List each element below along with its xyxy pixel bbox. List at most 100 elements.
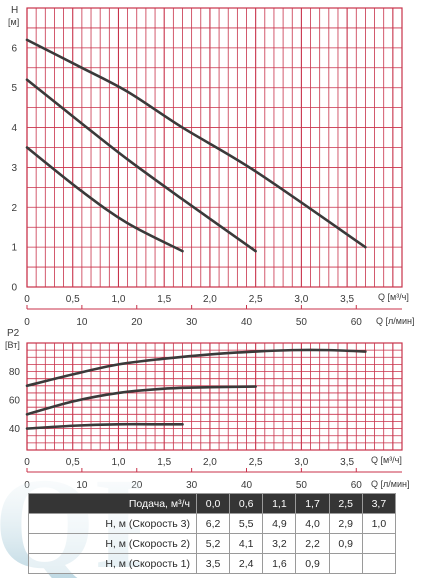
x-tick-label: 2,5 xyxy=(249,294,263,305)
power-chart: 0 0,5 1,0 1,5 2,0 2,5 3,0 3,5 0 10 20 30 40 50 60 40 6… xyxy=(5,328,409,491)
flow-value: 3,7 xyxy=(361,493,397,514)
pump-data-table: Подача, м³/ч 0,0 0,6 1,1 1,7 2,5 3,7 Н, … xyxy=(28,493,397,574)
flow-value: 2,5 xyxy=(328,493,363,514)
x-tick-label: 2,5 xyxy=(249,457,263,468)
y-tick-label: 2 xyxy=(11,203,17,214)
head-chart-curves xyxy=(25,38,367,253)
plot-frame xyxy=(26,342,403,451)
table-row: Н, м (Скорость 3) 6,2 5,5 4,9 4,0 2,9 1,… xyxy=(28,513,397,534)
table-cell xyxy=(361,553,397,574)
head-chart-x-ticks-m3h: 0 0,5 1,0 1,5 2,0 2,5 3,0 3,5 xyxy=(24,294,354,305)
x-tick-label: 0,5 xyxy=(66,294,80,305)
table-cell: 4,1 xyxy=(229,533,264,554)
table-cell: 2,9 xyxy=(328,513,363,534)
flow-value: 1,7 xyxy=(295,493,330,514)
table-row: Н, м (Скорость 1) 3,5 2,4 1,6 0,9 xyxy=(28,553,397,574)
head-chart-x-label-lmin: Q [л/мин] xyxy=(376,316,414,326)
table-cell: 1,0 xyxy=(361,513,397,534)
y-tick-label: 80 xyxy=(9,367,21,378)
head-chart: 0 0,5 1,0 1,5 2,0 2,5 3,0 3,5 0 10 20 30 40 50 60 0 1 2… xyxy=(8,5,414,328)
series-line-3 xyxy=(25,422,184,430)
head-chart-grid xyxy=(26,7,403,288)
table-cell: 3,2 xyxy=(262,533,297,554)
power-chart-y-label: P2 xyxy=(7,328,20,339)
table-cell: 0,9 xyxy=(328,533,363,554)
y-tick-label: 5 xyxy=(11,83,17,94)
table-cell: 5,5 xyxy=(229,513,264,534)
x-tick-label: 0,5 xyxy=(66,457,80,468)
table-cell: 3,5 xyxy=(195,553,231,574)
row-label: Н, м (Скорость 3) xyxy=(28,513,197,534)
x2-tick-label: 10 xyxy=(76,480,88,491)
table-row: Н, м (Скорость 2) 5,2 4,1 3,2 2,2 0,9 xyxy=(28,533,397,554)
x2-tick-label: 40 xyxy=(241,317,253,328)
table-cell xyxy=(361,533,397,554)
power-chart-y-unit: [Вт] xyxy=(5,340,20,350)
y-tick-label: 3 xyxy=(11,163,17,174)
y-tick-label: 6 xyxy=(11,43,17,54)
flow-header-label: Подача, м³/ч xyxy=(28,493,197,514)
power-chart-grid xyxy=(26,342,403,451)
power-chart-x-ticks-lmin: 0 10 20 30 40 50 60 xyxy=(24,468,402,491)
series-line-2 xyxy=(25,78,257,253)
table-cell: 4,0 xyxy=(295,513,330,534)
y-tick-label: 60 xyxy=(9,396,21,407)
x-tick-label: 0 xyxy=(24,457,30,468)
series-line-1 xyxy=(25,348,367,388)
flow-value: 0,6 xyxy=(229,493,264,514)
x2-tick-label: 60 xyxy=(351,480,363,491)
y-tick-label: 4 xyxy=(11,123,17,134)
x2-tick-label: 50 xyxy=(296,317,308,328)
head-chart-y-label: H xyxy=(11,5,18,16)
power-chart-x-label-m3h: Q [м³/ч] xyxy=(371,455,402,465)
x-tick-label: 1,5 xyxy=(157,294,171,305)
x2-tick-label: 20 xyxy=(131,317,143,328)
power-chart-y-ticks: 40 60 80 xyxy=(9,367,21,435)
y-tick-label: 1 xyxy=(11,243,17,254)
power-chart-x-ticks-m3h: 0 0,5 1,0 1,5 2,0 2,5 3,0 3,5 xyxy=(24,457,354,468)
table-header-row: Подача, м³/ч 0,0 0,6 1,1 1,7 2,5 3,7 xyxy=(28,493,397,514)
x2-tick-label: 20 xyxy=(131,480,143,491)
row-label: Н, м (Скорость 1) xyxy=(28,553,197,574)
table-cell: 2,4 xyxy=(229,553,264,574)
row-label: Н, м (Скорость 2) xyxy=(28,533,197,554)
y-tick-label: 40 xyxy=(9,424,21,435)
series-line-3 xyxy=(25,146,184,253)
x-tick-label: 3,5 xyxy=(340,294,354,305)
x2-tick-label: 40 xyxy=(241,480,253,491)
head-chart-y-unit: [м] xyxy=(8,17,19,27)
x-tick-label: 2,0 xyxy=(203,457,217,468)
x2-tick-label: 0 xyxy=(24,480,30,491)
x-tick-label: 3,0 xyxy=(294,457,308,468)
x2-tick-label: 0 xyxy=(24,317,30,328)
x-tick-label: 1,5 xyxy=(157,457,171,468)
flow-value: 0,0 xyxy=(195,493,231,514)
x-tick-label: 0 xyxy=(24,294,30,305)
x2-tick-label: 60 xyxy=(351,317,363,328)
flow-value: 1,1 xyxy=(262,493,297,514)
x-tick-label: 2,0 xyxy=(203,294,217,305)
power-chart-x-label-lmin: Q [л/мин] xyxy=(371,479,409,489)
x2-tick-label: 10 xyxy=(76,317,88,328)
table-cell xyxy=(328,553,363,574)
x2-tick-label: 30 xyxy=(186,317,198,328)
table-cell: 1,6 xyxy=(262,553,297,574)
series-line-1 xyxy=(25,38,367,249)
table-cell: 0,9 xyxy=(295,553,330,574)
x-tick-label: 3,5 xyxy=(340,457,354,468)
x-tick-label: 3,0 xyxy=(294,294,308,305)
table-cell: 5,2 xyxy=(195,533,231,554)
head-chart-x-ticks-lmin: 0 10 20 30 40 50 60 xyxy=(24,305,402,328)
y-tick-label: 0 xyxy=(11,283,17,294)
table-cell: 2,2 xyxy=(295,533,330,554)
x2-tick-label: 50 xyxy=(296,480,308,491)
table-cell: 6,2 xyxy=(195,513,231,534)
x-tick-label: 1,0 xyxy=(112,294,126,305)
x-tick-label: 1,0 xyxy=(112,457,126,468)
power-chart-curves xyxy=(25,348,367,430)
head-chart-y-ticks: 0 1 2 3 4 5 6 xyxy=(11,43,17,293)
table-cell: 4,9 xyxy=(262,513,297,534)
x2-tick-label: 30 xyxy=(186,480,198,491)
series-line-2 xyxy=(25,385,257,416)
